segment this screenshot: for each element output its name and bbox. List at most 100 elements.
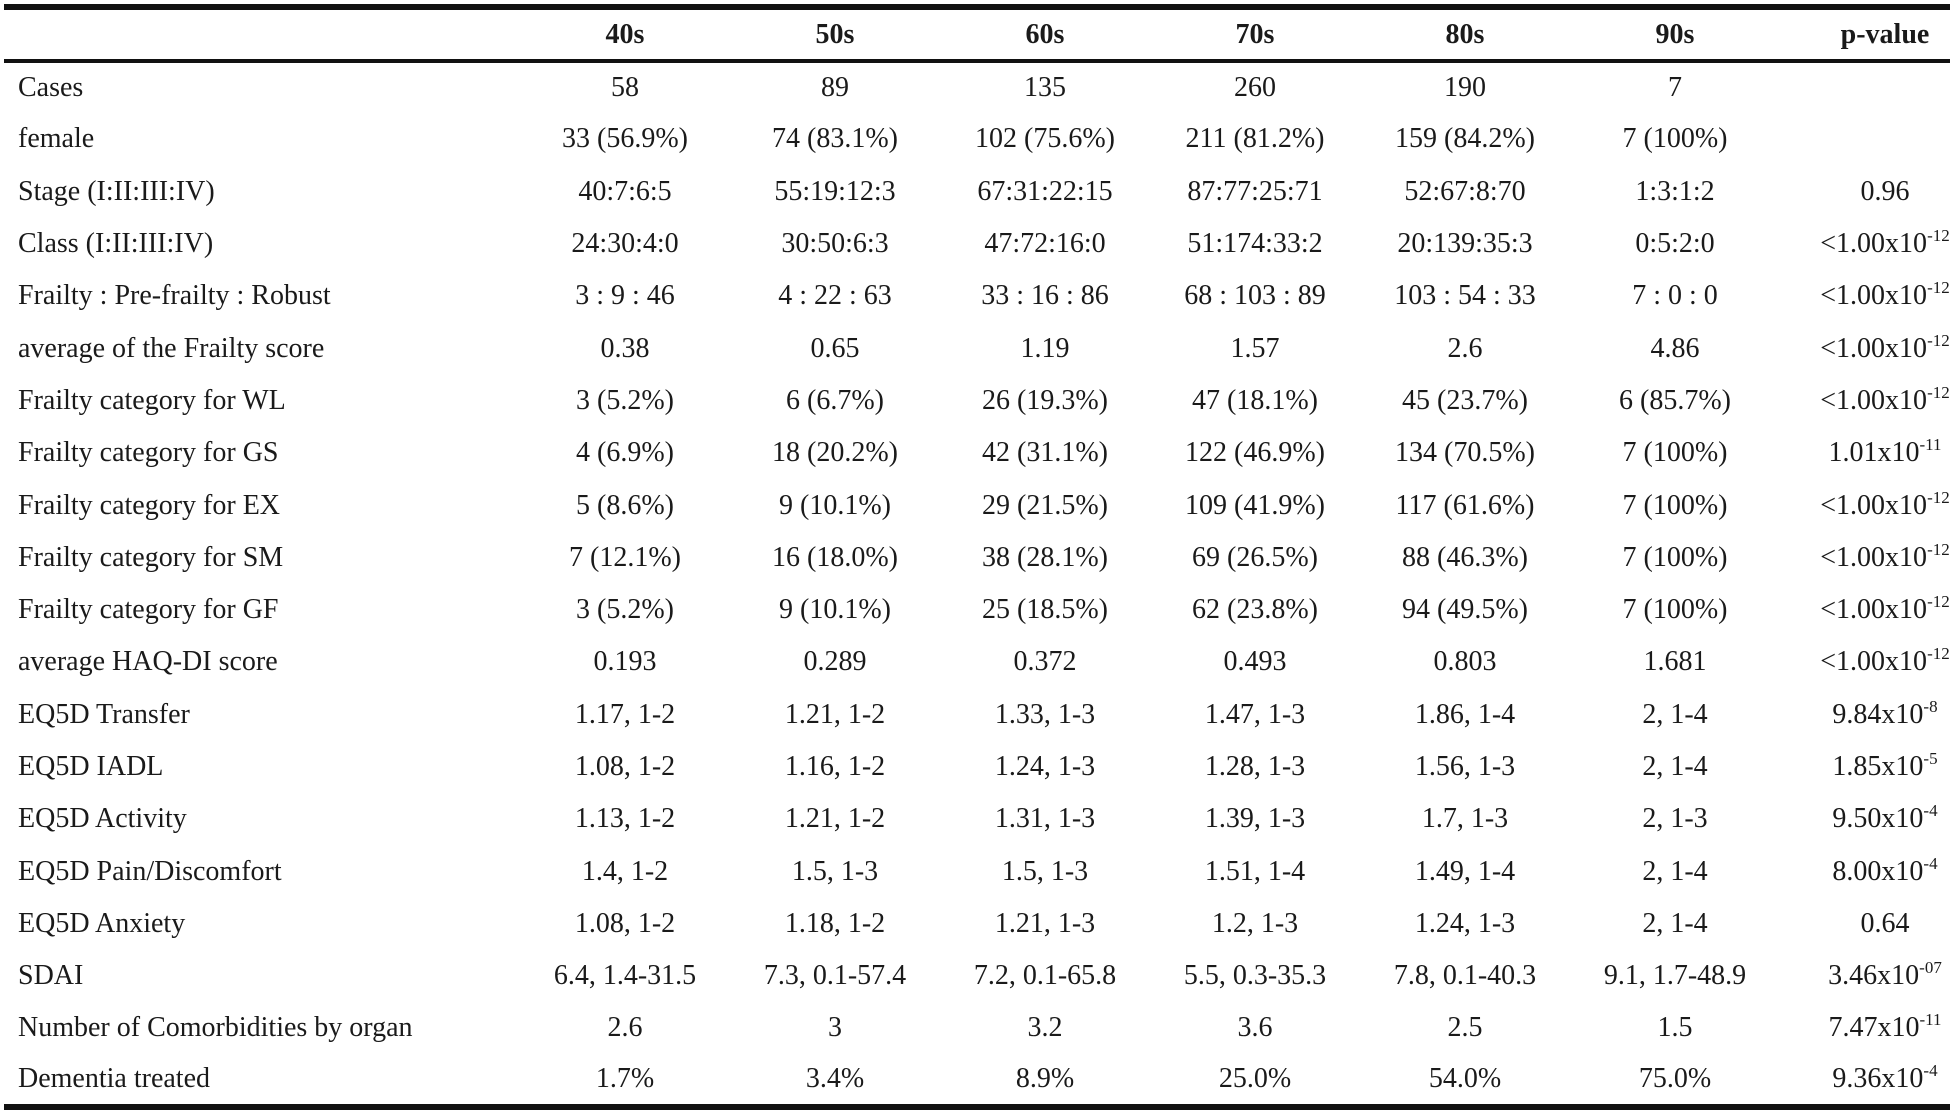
table-row: Dementia treated 1.7% 3.4% 8.9% 25.0% 54.0% 75… [4, 1055, 1950, 1107]
p-value-exponent: -12 [1927, 592, 1950, 612]
p-value-base: 3.46x10 [1828, 960, 1920, 992]
header-cell: 80s [1445, 18, 1485, 50]
table-cell: 6 (85.7%) [1619, 384, 1731, 416]
row-label: Class (I:II:III:IV) [18, 228, 214, 260]
p-value-cell: <1.00x10-12 [1780, 636, 1950, 688]
p-value-cell [1780, 113, 1950, 165]
table-cell: 1.2, 1-3 [1211, 907, 1299, 939]
table-cell: 75.0% [1638, 1063, 1712, 1095]
table-cell: 2, 1-3 [1642, 803, 1708, 835]
table-cell: 88 (46.3%) [1402, 541, 1528, 573]
p-value-cell: <1.00x10-12 [1780, 375, 1950, 427]
header-cell: 50s [815, 18, 855, 50]
table-cell: 9.1, 1.7-48.9 [1603, 960, 1747, 992]
p-value-exponent: -12 [1927, 278, 1950, 298]
table-cell: 1.31, 1-3 [994, 803, 1096, 835]
table-cell: 0.372 [1013, 646, 1077, 678]
table-cell: 1.5, 1-3 [1001, 855, 1089, 887]
p-value-base: <1.00x10 [1820, 384, 1928, 416]
table-cell: 89 [821, 72, 849, 104]
table-cell: 109 (41.9%) [1185, 489, 1325, 521]
header-cell: 40s [605, 18, 645, 50]
table-cell: 1.24, 1-3 [994, 751, 1096, 782]
table-cell: 5 (8.6%) [576, 489, 674, 521]
p-value-base: <1.00x10 [1820, 646, 1928, 678]
table-row: EQ5D Transfer 1.17, 1-2 1.21, 1-2 1.33, 1-3… [4, 689, 1950, 741]
header-cell-empty [4, 7, 520, 61]
table-cell: 20:139:35:3 [1397, 228, 1533, 260]
table-cell: 1.47, 1-3 [1204, 698, 1306, 730]
p-value-base: 0.64 [1860, 907, 1910, 939]
table-cell: 1.7% [595, 1063, 655, 1095]
row-label: Stage (I:II:III:IV) [18, 175, 215, 207]
table-row: average of the Frailty score 0.38 0.65 1.19… [4, 322, 1950, 374]
row-label: EQ5D Anxiety [18, 907, 186, 939]
table-cell: 7.3, 0.1-57.4 [763, 960, 907, 992]
table-row: Class (I:II:III:IV) 24:30:4:0 30:50:6:3 47:… [4, 218, 1950, 270]
p-value-exponent: -12 [1927, 487, 1950, 507]
p-value-exponent: -4 [1923, 1061, 1938, 1081]
table-cell: 1.24, 1-3 [1414, 907, 1516, 939]
table-cell: 6.4, 1.4-31.5 [553, 960, 697, 992]
p-value-base: 9.36x10 [1832, 1063, 1924, 1095]
table-cell: 0.38 [600, 332, 650, 364]
p-value-cell: 9.36x10-4 [1780, 1055, 1950, 1107]
p-value-base: <1.00x10 [1820, 594, 1928, 626]
table-cell: 87:77:25:71 [1187, 175, 1323, 207]
table-cell: 7 (100%) [1622, 123, 1728, 155]
table-cell: 9 (10.1%) [779, 594, 891, 626]
table-cell: 29 (21.5%) [982, 489, 1108, 521]
table-cell: 1.21, 1-2 [784, 698, 886, 730]
p-value-exponent: -12 [1927, 644, 1950, 664]
table-cell: 7 : 0 : 0 [1632, 280, 1718, 312]
table-cell: 1.13, 1-2 [574, 803, 676, 835]
table-cell: 3.2 [1027, 1012, 1063, 1044]
p-value-cell [1780, 61, 1950, 113]
table-cell: 58 [611, 72, 639, 104]
table-cell: 3.6 [1237, 1012, 1273, 1044]
table-cell: 18 (20.2%) [772, 437, 898, 469]
table-cell: 5.5, 0.3-35.3 [1183, 960, 1327, 992]
table-container: 40s 50s 60s 70s 80s 90s p-value Cases 58 89 135 26… [4, 4, 1950, 1110]
table-cell: 4 : 22 : 63 [778, 280, 892, 312]
table-row: EQ5D IADL 1.08, 1-2 1.16, 1-2 1.24, 1-3 1.28… [4, 741, 1950, 793]
p-value-cell: <1.00x10-12 [1780, 270, 1950, 322]
table-cell: 211 (81.2%) [1185, 123, 1325, 155]
table-cell: 1.4, 1-2 [581, 855, 669, 887]
table-cell: 1.33, 1-3 [994, 698, 1096, 730]
table-cell: 102 (75.6%) [975, 123, 1115, 155]
table-cell: 1.51, 1-4 [1204, 855, 1306, 887]
table-cell: 30:50:6:3 [781, 228, 889, 260]
table-cell: 122 (46.9%) [1185, 437, 1325, 469]
data-table: 40s 50s 60s 70s 80s 90s p-value Cases 58 89 135 26… [4, 4, 1950, 1110]
table-cell: 68 : 103 : 89 [1184, 280, 1326, 312]
table-cell: 2, 1-4 [1642, 751, 1708, 782]
table-cell: 40:7:6:5 [578, 175, 672, 207]
p-value-base: 0.96 [1860, 175, 1910, 207]
row-label: Number of Comorbidities by organ [18, 1012, 413, 1044]
table-cell: 16 (18.0%) [772, 541, 898, 573]
p-value-base: 1.85x10 [1832, 751, 1924, 782]
p-value-exponent: -11 [1919, 435, 1942, 455]
p-value-exponent: -12 [1927, 382, 1950, 402]
table-cell: 0:5:2:0 [1635, 228, 1715, 260]
table-cell: 1.08, 1-2 [574, 907, 676, 939]
p-value-cell: 7.47x10-11 [1780, 1002, 1950, 1054]
table-cell: 54.0% [1428, 1063, 1502, 1095]
table-cell: 7 (100%) [1622, 437, 1728, 469]
table-cell: 25.0% [1218, 1063, 1292, 1095]
table-cell: 3 : 9 : 46 [575, 280, 675, 312]
table-row: Frailty category for SM 7 (12.1%) 16 (18.0… [4, 532, 1950, 584]
table-cell: 3 [828, 1012, 842, 1044]
table-cell: 7 (100%) [1622, 594, 1728, 626]
p-value-base: 1.01x10 [1828, 437, 1920, 469]
p-value-exponent: -4 [1923, 801, 1938, 821]
table-cell: 24:30:4:0 [571, 228, 679, 260]
p-value-base: <1.00x10 [1820, 489, 1928, 521]
table-cell: 1.56, 1-3 [1414, 751, 1516, 782]
table-row: EQ5D Activity 1.13, 1-2 1.21, 1-2 1.31, 1-3… [4, 793, 1950, 845]
p-value-exponent: -12 [1927, 226, 1950, 246]
table-cell: 2.6 [1447, 332, 1483, 364]
table-cell: 0.803 [1433, 646, 1497, 678]
table-cell: 2.6 [607, 1012, 643, 1044]
